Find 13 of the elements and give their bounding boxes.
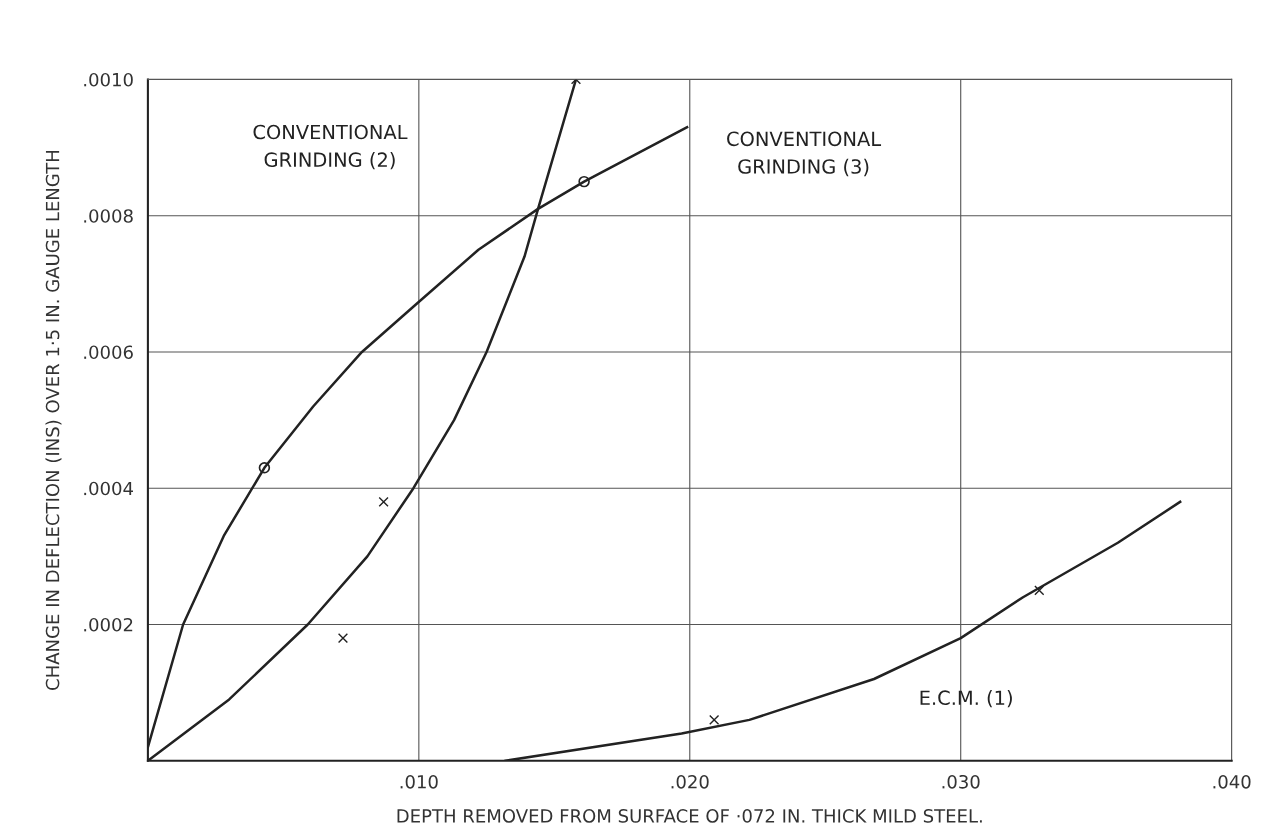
y-tick-label: .0008 [84, 209, 133, 223]
y-tick-label: .0006 [84, 345, 133, 360]
x-tick-label: .040 [1213, 774, 1251, 789]
y-tick-label: .0002 [84, 617, 133, 632]
annotation: CONVENTIONAL GRINDING (3) [727, 131, 882, 177]
x-tick-label: .030 [942, 774, 980, 789]
x-tick-label: .020 [671, 774, 709, 789]
y-tick-label: .0010 [84, 72, 133, 87]
x-axis-title: DEPTH REMOVED FROM SURFACE OF ·072 IN. THICK MILD STEEL. [397, 809, 982, 823]
y-axis-title: CHANGE IN DEFLECTION (INS) OVER 1·5 IN. GAUGE LENGTH [45, 150, 62, 690]
annotation: CONVENTIONAL GRINDING (2) [253, 124, 408, 170]
x-tick-label: .010 [400, 774, 438, 789]
y-tick-label: .0004 [84, 481, 133, 496]
